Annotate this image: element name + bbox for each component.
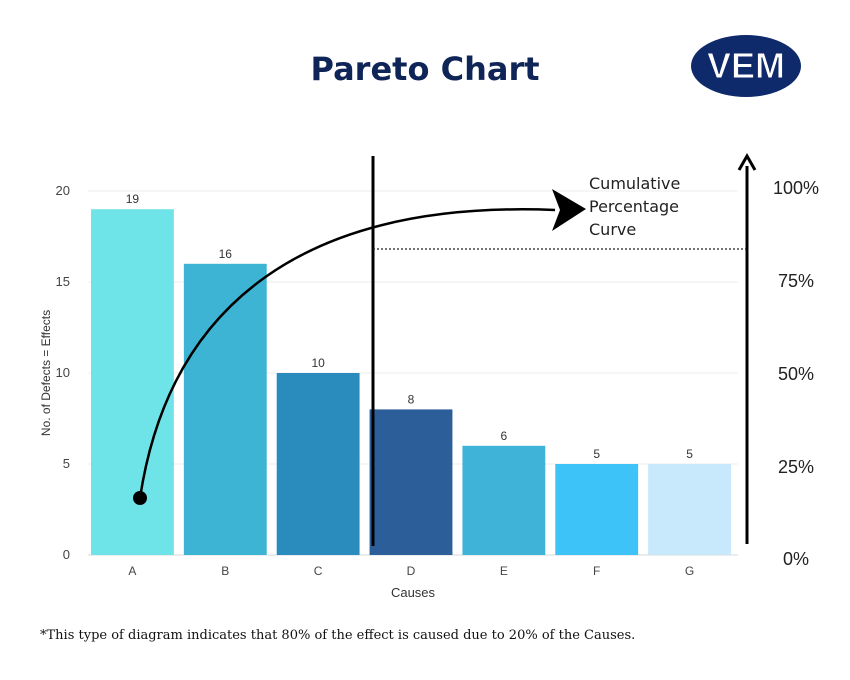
curve-start-dot [133, 491, 147, 505]
vem-logo: VEM [691, 35, 801, 97]
bar-value-labels: 19 16 10 8 6 5 5 [126, 192, 693, 461]
secondary-tick-labels: 0% 25% 50% 75% 100% [773, 178, 819, 569]
x-tick-label: B [221, 564, 229, 578]
bar-value-label: 10 [311, 356, 325, 370]
bar-value-label: 8 [408, 392, 415, 406]
secondary-tick-label: 25% [778, 457, 814, 477]
logo-oval [691, 35, 801, 97]
secondary-tick-label: 75% [778, 271, 814, 291]
annotation-layer: Cumulative Percentage Curve [133, 152, 757, 546]
secondary-tick-label: 0% [783, 549, 809, 569]
x-tick-label: D [407, 564, 416, 578]
curve-arrowhead [552, 189, 586, 231]
bar-value-label: 6 [501, 429, 508, 443]
page-title: Pareto Chart [310, 50, 540, 88]
x-tick-label: G [685, 564, 694, 578]
pareto-chart: 19 16 10 8 6 5 5 A B C D E F G 0 5 10 15 20 0% 25% 50% 75% 1… [39, 152, 819, 600]
bar-value-label: 5 [686, 447, 693, 461]
x-tick-label: E [500, 564, 508, 578]
bar-G [648, 464, 731, 555]
bars [91, 209, 731, 555]
logo-text: VEM [707, 45, 785, 86]
y-tick-label: 0 [63, 547, 70, 562]
bar-A [91, 209, 174, 555]
bar-F [555, 464, 639, 555]
secondary-tick-label: 50% [778, 364, 814, 384]
x-tick-label: F [593, 564, 600, 578]
annotation-label: Cumulative Percentage Curve [589, 174, 680, 239]
cumulative-curve [138, 208, 556, 499]
y-tick-label: 20 [56, 183, 70, 198]
bar-value-label: 19 [126, 192, 140, 206]
y-tick-label: 5 [63, 456, 70, 471]
y-tick-labels: 0 5 10 15 20 [56, 183, 70, 562]
bar-value-label: 16 [219, 247, 233, 261]
x-axis-label: Causes [391, 585, 436, 600]
bar-D [369, 409, 453, 555]
secondary-tick-label: 100% [773, 178, 819, 198]
x-tick-labels: A B C D E F G [128, 564, 694, 578]
footnote: *This type of diagram indicates that 80%… [40, 628, 636, 643]
y-tick-label: 15 [56, 274, 70, 289]
y-tick-label: 10 [56, 365, 70, 380]
bar-E [462, 445, 546, 555]
secondary-axis-arrowhead [737, 152, 757, 171]
bar-value-label: 5 [593, 447, 600, 461]
y-axis-label: No. of Defects = Effects [39, 310, 53, 436]
bar-B [183, 263, 267, 555]
bar-C [276, 373, 360, 555]
x-tick-label: C [314, 564, 323, 578]
x-tick-label: A [128, 564, 136, 578]
